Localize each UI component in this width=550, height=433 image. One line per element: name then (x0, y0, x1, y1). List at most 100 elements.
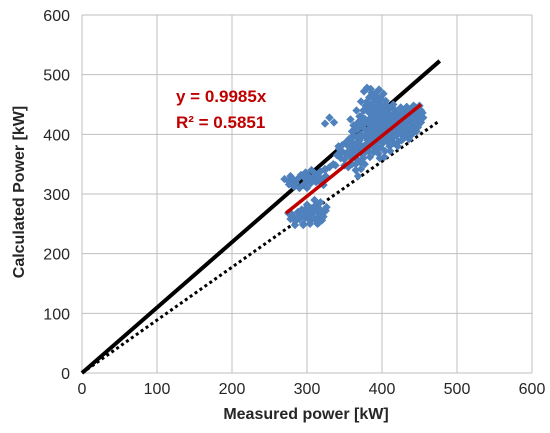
y-tick-label: 0 (61, 366, 70, 383)
data-point (338, 148, 348, 157)
data-point (371, 146, 381, 156)
data-point (295, 183, 304, 193)
x-tick-label: 200 (219, 381, 246, 398)
data-point (393, 142, 402, 151)
data-point (302, 183, 312, 193)
data-point (335, 144, 344, 153)
data-point (356, 97, 366, 106)
data-point (372, 105, 381, 114)
data-point (310, 168, 319, 178)
data-point (389, 100, 398, 109)
x-tick-label: 300 (294, 381, 321, 398)
data-point (290, 220, 300, 230)
data-point (368, 99, 377, 108)
data-point (407, 124, 417, 133)
data-point (369, 125, 378, 134)
data-point (416, 115, 425, 125)
data-point (412, 127, 421, 136)
data-point (297, 205, 306, 214)
y-tick-label: 600 (43, 8, 70, 25)
data-point (371, 88, 381, 97)
data-point (385, 113, 394, 122)
data-point (308, 174, 318, 183)
x-axis-title: Measured power [kW] (223, 406, 388, 423)
trendline (284, 103, 423, 215)
data-point (386, 103, 395, 113)
data-point (307, 165, 316, 175)
data-point (353, 171, 363, 181)
data-point (329, 118, 339, 127)
data-point (385, 142, 394, 151)
x-tick-label: 0 (78, 381, 87, 398)
data-point (365, 108, 374, 118)
x-tick-label: 600 (519, 381, 546, 398)
data-point (396, 103, 405, 112)
y-axis-title: Calculated Power [kW] (11, 106, 28, 278)
trendline-group (284, 103, 423, 215)
data-point (322, 202, 331, 212)
data-point (293, 212, 303, 221)
data-point (316, 198, 325, 207)
r-squared-label: R² = 0.5851 (176, 113, 265, 132)
x-tick-label: 400 (369, 381, 396, 398)
data-point (314, 218, 324, 227)
data-point (325, 113, 334, 122)
data-point (299, 173, 309, 182)
y-tick-label: 300 (43, 187, 70, 204)
data-point (371, 142, 381, 151)
data-point (299, 220, 308, 230)
data-point (368, 132, 378, 141)
data-point (320, 119, 330, 128)
data-point (359, 124, 369, 133)
data-point (402, 102, 411, 112)
data-point (353, 125, 362, 134)
data-point (418, 108, 427, 118)
data-point (350, 140, 360, 150)
y-tick-label: 400 (43, 127, 70, 144)
x-tick-label: 500 (444, 381, 471, 398)
data-point (413, 122, 423, 132)
data-point (381, 96, 390, 106)
data-point (392, 109, 402, 119)
y-tick-label: 100 (43, 306, 70, 323)
data-point (305, 219, 315, 229)
data-point (375, 154, 384, 163)
y-tick-label: 500 (43, 68, 70, 85)
data-point (320, 165, 330, 175)
data-point (356, 164, 366, 174)
data-point (376, 93, 385, 102)
data-point (310, 214, 319, 224)
data-point (344, 142, 353, 151)
data-point (346, 134, 355, 144)
data-point (301, 204, 310, 214)
data-point (289, 175, 298, 184)
data-point (386, 146, 395, 156)
data-point (346, 115, 355, 124)
data-point (401, 122, 410, 132)
data-point (374, 149, 383, 158)
trend-equation-label: y = 0.9985x (176, 87, 267, 106)
data-point (365, 152, 375, 162)
data-point (290, 182, 299, 192)
data-point (360, 159, 369, 169)
tick-labels: 0 100 200 300 400 500 600 0 100 200 300 400 500 600 (43, 8, 545, 398)
data-point (293, 174, 303, 183)
data-point (380, 146, 390, 156)
data-points (280, 83, 428, 230)
data-point (408, 119, 417, 128)
data-point (393, 127, 402, 136)
data-point (360, 114, 369, 124)
data-point (299, 209, 309, 218)
data-point (368, 112, 377, 121)
data-point (311, 206, 321, 215)
data-point (356, 140, 365, 150)
x-tick-label: 100 (144, 381, 171, 398)
data-point (351, 165, 360, 175)
data-point (286, 214, 295, 224)
dotted-reference-line (81, 119, 441, 375)
data-point (374, 119, 383, 128)
y-tick-label: 200 (43, 247, 70, 264)
data-point (284, 180, 294, 189)
